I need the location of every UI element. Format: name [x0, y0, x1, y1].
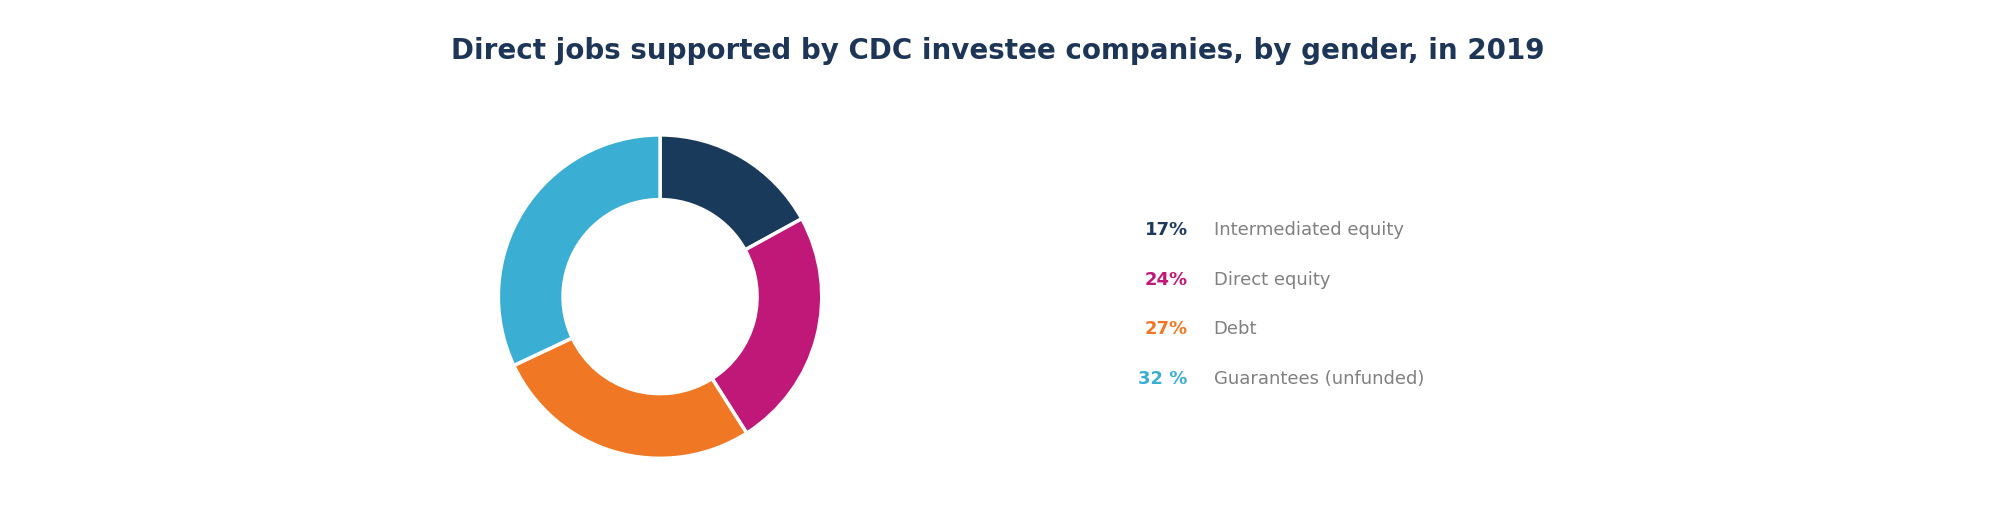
Text: 27%: 27% [1144, 320, 1188, 339]
Text: 32 %: 32 % [1138, 370, 1188, 388]
Wedge shape [513, 338, 747, 458]
Text: Debt: Debt [1214, 320, 1257, 339]
Wedge shape [661, 135, 802, 250]
Text: Intermediated equity: Intermediated equity [1214, 220, 1403, 239]
Text: Direct equity: Direct equity [1214, 270, 1329, 289]
Text: 17%: 17% [1144, 220, 1188, 239]
Text: 24%: 24% [1144, 270, 1188, 289]
Wedge shape [499, 135, 661, 365]
Wedge shape [713, 219, 822, 433]
Text: Guarantees (unfunded): Guarantees (unfunded) [1214, 370, 1423, 388]
Text: Direct jobs supported by CDC investee companies, by gender, in 2019: Direct jobs supported by CDC investee co… [451, 37, 1545, 65]
